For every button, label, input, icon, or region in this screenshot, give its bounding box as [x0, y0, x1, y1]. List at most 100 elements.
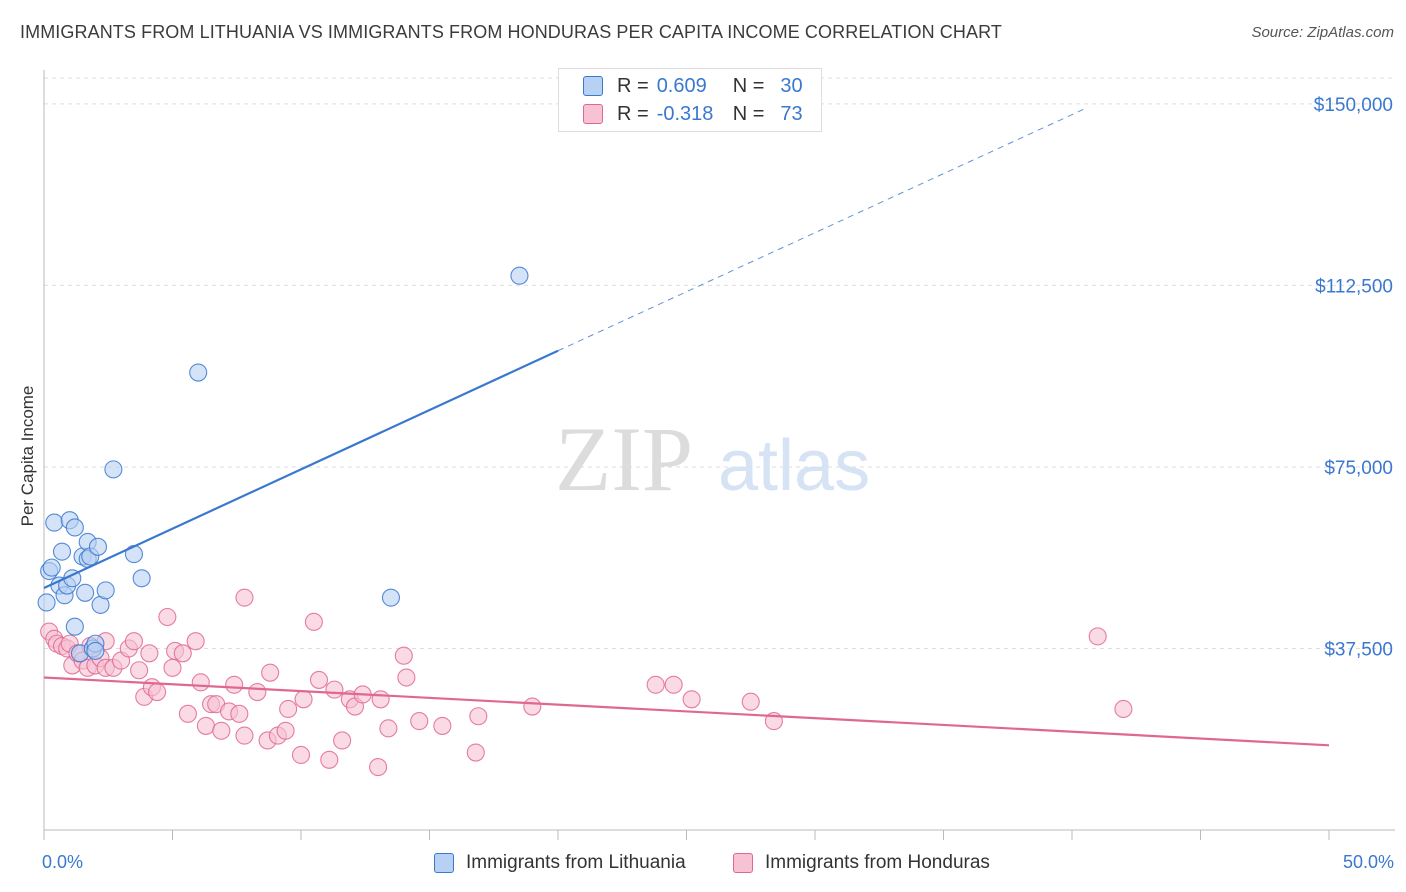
- data-point-lithuania: [381, 588, 401, 607]
- y-tick-labels: $37,500 $75,000 $112,500 $150,000: [1314, 95, 1393, 661]
- data-point-honduras: [1088, 627, 1107, 646]
- data-point-honduras: [523, 697, 542, 716]
- series-honduras-points: [40, 588, 1133, 777]
- data-point-honduras: [279, 699, 298, 719]
- data-point-honduras: [394, 646, 413, 665]
- watermark-atlas: atlas: [718, 426, 870, 506]
- data-point-honduras: [309, 670, 329, 689]
- data-point-lithuania: [189, 363, 208, 382]
- legend-item-honduras[interactable]: Immigrants from Honduras: [733, 852, 990, 874]
- watermark: ZIP atlas: [555, 408, 870, 510]
- source-credit: Source: ZipAtlas.com: [1251, 24, 1394, 41]
- data-point-honduras: [158, 607, 177, 627]
- y-tick-label: $75,000: [1324, 458, 1393, 479]
- data-point-honduras: [325, 680, 344, 699]
- data-point-honduras: [379, 719, 398, 738]
- axes: [43, 70, 1395, 840]
- data-point-honduras: [212, 721, 231, 740]
- data-point-lithuania: [76, 583, 95, 602]
- legend-n-value: 30: [780, 74, 803, 97]
- data-point-honduras: [261, 663, 280, 682]
- trend-line-honduras: [43, 676, 1330, 747]
- data-point-lithuania: [104, 460, 123, 479]
- series-lithuania-points: [37, 266, 529, 663]
- stats-legend: R = 0.609 N = 30 R = -0.318 N = 73: [558, 68, 822, 132]
- legend-n-label: N =: [732, 74, 765, 97]
- data-point-honduras: [291, 745, 311, 765]
- data-point-honduras: [276, 721, 295, 740]
- data-point-honduras: [225, 675, 244, 694]
- x-tick-label-min: 0.0%: [42, 852, 84, 872]
- data-point-lithuania: [86, 641, 105, 660]
- legend-n-value: 73: [780, 102, 803, 125]
- data-point-lithuania: [510, 266, 529, 285]
- data-point-honduras: [235, 726, 254, 745]
- data-point-lithuania: [42, 558, 61, 577]
- data-point-honduras: [186, 632, 205, 651]
- data-point-honduras: [230, 704, 249, 723]
- watermark-zip: ZIP: [555, 408, 693, 510]
- legend-swatch-lithuania: [583, 76, 603, 96]
- data-point-honduras: [235, 588, 254, 607]
- legend-r-label: R =: [617, 102, 649, 125]
- data-point-lithuania: [132, 569, 151, 588]
- data-point-honduras: [124, 632, 143, 651]
- grid-lines: [44, 77, 1395, 649]
- y-tick-label: $112,500: [1315, 276, 1393, 297]
- data-point-lithuania: [45, 513, 64, 532]
- data-point-honduras: [148, 682, 167, 702]
- data-point-honduras: [294, 690, 313, 709]
- data-point-honduras: [369, 758, 388, 777]
- legend-item-lithuania[interactable]: Immigrants from Lithuania: [434, 852, 686, 874]
- legend-row-lithuania: R = 0.609 N = 30: [583, 73, 803, 99]
- data-point-honduras: [466, 743, 485, 762]
- data-point-honduras: [741, 692, 760, 711]
- data-point-lithuania: [65, 518, 84, 537]
- y-tick-label: $150,000: [1314, 95, 1393, 116]
- trend-line-lithuania: [43, 349, 559, 589]
- data-point-lithuania: [65, 617, 84, 636]
- data-point-honduras: [178, 704, 197, 723]
- data-point-honduras: [664, 675, 683, 694]
- data-point-honduras: [433, 716, 452, 735]
- series-legend: Immigrants from Lithuania Immigrants fro…: [0, 852, 1406, 878]
- chart-title: IMMIGRANTS FROM LITHUANIA VS IMMIGRANTS …: [20, 22, 1002, 42]
- y-axis-title: Per Capita Income: [18, 385, 37, 527]
- data-point-honduras: [371, 690, 390, 709]
- legend-n-label: N =: [732, 102, 765, 125]
- trend-line-lithuania-extension: [557, 108, 1086, 352]
- x-tick-label-max: 50.0%: [1342, 852, 1394, 872]
- data-point-lithuania: [37, 593, 56, 612]
- data-point-honduras: [682, 690, 701, 709]
- data-point-honduras: [397, 668, 416, 687]
- data-point-honduras: [163, 658, 182, 677]
- data-point-honduras: [304, 612, 323, 631]
- trend-lines: [43, 108, 1330, 747]
- data-point-honduras: [191, 673, 210, 692]
- legend-swatch-honduras: [583, 104, 603, 124]
- legend-r-value: -0.318: [656, 102, 714, 125]
- data-point-honduras: [140, 644, 159, 663]
- legend-row-honduras: R = -0.318 N = 73: [583, 101, 803, 127]
- data-point-lithuania: [96, 581, 115, 600]
- data-point-honduras: [248, 682, 267, 702]
- data-point-honduras: [1114, 699, 1133, 719]
- data-point-honduras: [646, 675, 665, 694]
- legend-label-honduras: Immigrants from Honduras: [765, 852, 990, 873]
- data-point-honduras: [130, 661, 149, 680]
- data-point-honduras: [469, 707, 488, 726]
- data-point-honduras: [333, 731, 352, 750]
- data-point-honduras: [320, 750, 339, 769]
- data-point-lithuania: [52, 542, 72, 561]
- y-tick-label: $37,500: [1324, 639, 1393, 660]
- legend-swatch-honduras: [733, 853, 753, 873]
- legend-label-lithuania: Immigrants from Lithuania: [466, 852, 686, 873]
- data-point-honduras: [196, 716, 215, 735]
- data-point-lithuania: [88, 537, 108, 556]
- legend-r-value: 0.609: [656, 74, 707, 97]
- data-point-honduras: [173, 644, 192, 663]
- legend-r-label: R =: [617, 74, 649, 97]
- legend-swatch-lithuania: [434, 853, 454, 873]
- data-point-honduras: [410, 712, 429, 731]
